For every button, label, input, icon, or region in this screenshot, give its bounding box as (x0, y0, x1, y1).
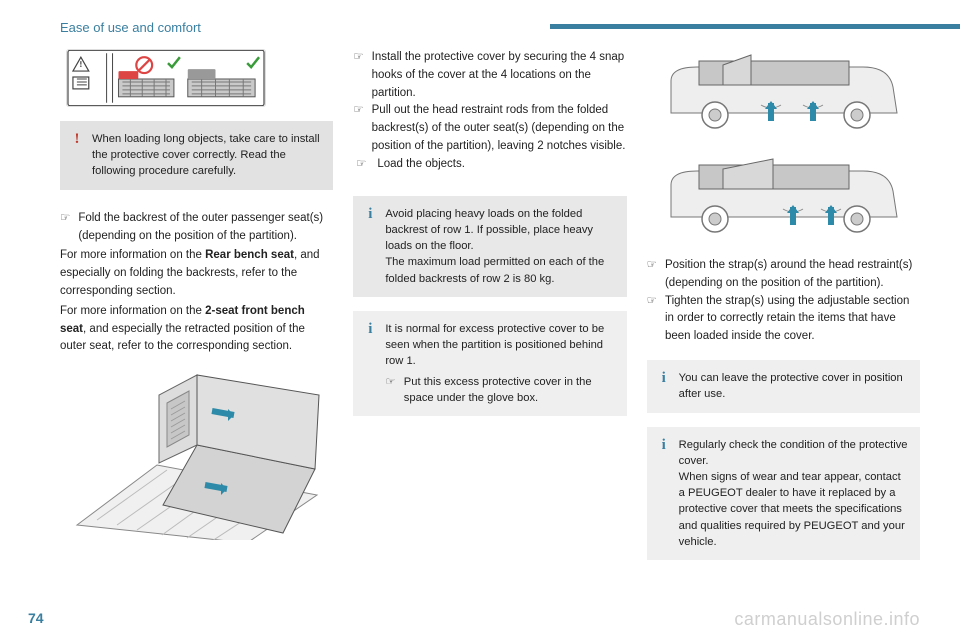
bullet-mark: ☞ (353, 156, 369, 174)
info-callout-excess-cover: i It is normal for excess protective cov… (353, 311, 626, 416)
col1-para1-prefix: For more information on the (60, 249, 205, 261)
info-callout-loads: i Avoid placing heavy loads on the folde… (353, 196, 626, 297)
bullet-mark: ☞ (353, 102, 363, 155)
diagram-loading-icons (66, 49, 266, 107)
loading-icons-svg (67, 49, 265, 107)
col2-bullet-1: ☞ Install the protective cover by securi… (353, 49, 626, 102)
content-columns: ! When loading long objects, take care t… (60, 49, 920, 560)
warning-text: When loading long objects, take care to … (92, 131, 323, 180)
info-leave-cover-text: You can leave the protective cover in po… (679, 370, 910, 402)
col3-bullet-2: ☞ Tighten the strap(s) using the adjusta… (647, 293, 920, 346)
col3-bullets: ☞ Position the strap(s) around the head … (647, 257, 920, 346)
col1-body: ☞ Fold the backrest of the outer passeng… (60, 210, 333, 357)
col3-bullet-1: ☞ Position the strap(s) around the head … (647, 257, 920, 293)
col2-bullet-3: ☞ Load the objects. (353, 156, 626, 174)
page-number: 74 (28, 610, 44, 626)
info-loads-body: Avoid placing heavy loads on the folded … (385, 206, 616, 287)
col1-bullet-1-text: Fold the backrest of the outer passenger… (78, 210, 333, 246)
info-excess-line1: It is normal for excess protective cover… (385, 321, 616, 370)
col2-bullet-3-text: Load the objects. (377, 156, 465, 174)
diagram-van-bottom (647, 153, 920, 243)
info-loads-line1: Avoid placing heavy loads on the folded … (385, 206, 616, 255)
col2-bullets: ☞ Install the protective cover by securi… (353, 49, 626, 174)
col2-bullet-2-text: Pull out the head restraint rods from th… (372, 102, 627, 155)
col2-bullet-2: ☞ Pull out the head restraint rods from … (353, 102, 626, 155)
bullet-mark: ☞ (385, 374, 395, 406)
info-check-cover-line2: When signs of wear and tear appear, cont… (679, 469, 910, 550)
col1-para2-prefix: For more information on the (60, 305, 205, 317)
diagram-van-top (647, 49, 920, 139)
col1-para2-suffix: , and especially the retracted position … (60, 323, 305, 353)
info-icon: i (657, 370, 671, 402)
van-bottom-svg (653, 153, 913, 243)
info-callout-check-cover: i Regularly check the condition of the p… (647, 427, 920, 561)
info-callout-leave-cover: i You can leave the protective cover in … (647, 360, 920, 412)
column-1: ! When loading long objects, take care t… (60, 49, 333, 560)
van-top-svg (653, 49, 913, 139)
partition-fold-svg (67, 370, 327, 540)
info-icon: i (657, 437, 671, 551)
warning-callout: ! When loading long objects, take care t… (60, 121, 333, 190)
col3-bullet-2-text: Tighten the strap(s) using the adjustabl… (665, 293, 920, 346)
bullet-mark: ☞ (647, 257, 657, 293)
watermark: carmanualsonline.info (734, 609, 920, 630)
col3-bullet-1-text: Position the strap(s) around the head re… (665, 257, 920, 293)
page: Ease of use and comfort (0, 0, 960, 640)
info-excess-body: It is normal for excess protective cover… (385, 321, 616, 406)
bullet-mark: ☞ (353, 49, 363, 102)
info-check-cover-line1: Regularly check the condition of the pro… (679, 437, 910, 469)
info-loads-line2: The maximum load permitted on each of th… (385, 254, 616, 286)
info-icon: i (363, 321, 377, 406)
col1-para1-bold: Rear bench seat (205, 249, 294, 261)
info-excess-bullet-text: Put this excess protective cover in the … (404, 374, 617, 406)
warning-icon: ! (70, 131, 84, 180)
col2-bullet-1-text: Install the protective cover by securing… (372, 49, 627, 102)
col1-bullet-1: ☞ Fold the backrest of the outer passeng… (60, 210, 333, 246)
info-excess-bullet: ☞ Put this excess protective cover in th… (385, 374, 616, 406)
header-accent-bar (550, 24, 960, 29)
column-3: ☞ Position the strap(s) around the head … (647, 49, 920, 560)
column-2: ☞ Install the protective cover by securi… (353, 49, 626, 560)
info-icon: i (363, 206, 377, 287)
bullet-mark: ☞ (60, 210, 70, 246)
info-check-cover-body: Regularly check the condition of the pro… (679, 437, 910, 551)
bullet-mark: ☞ (647, 293, 657, 346)
diagram-partition-fold (60, 370, 333, 540)
